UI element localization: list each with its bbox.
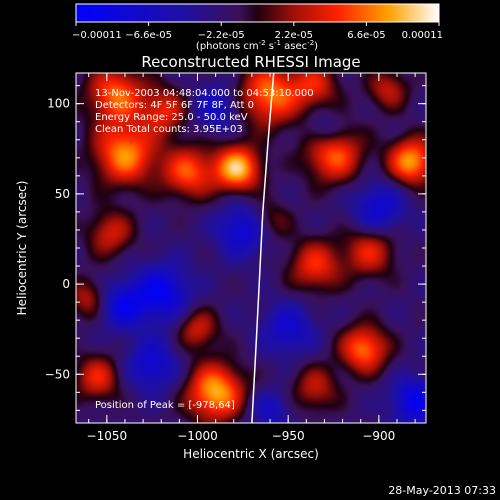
colorbar-unit: (photons cm-2 s-1 asec-2): [196, 39, 318, 52]
colorbar-tick-label: −6.6e-05: [125, 30, 172, 41]
colorbar: [75, 3, 440, 23]
solar-limb-line: [251, 73, 275, 423]
y-tick-label: 100: [47, 97, 70, 111]
x-tick-label: −1000: [177, 429, 218, 443]
colorbar-tick-label: −0.00011: [72, 30, 122, 41]
info-clean-counts: Clean Total counts: 3.95E+03: [95, 124, 243, 135]
x-axis-label: Heliocentric X (arcsec): [183, 447, 319, 461]
colorbar-tick-label: −2.2e-05: [198, 30, 245, 41]
y-tick-label: 0: [62, 277, 70, 291]
peak-position-label: Position of Peak = [-978,64]: [95, 400, 235, 411]
info-time-range: 13-Nov-2003 04:48:04.000 to 04:53:10.000: [95, 88, 314, 99]
observation-info: 13-Nov-2003 04:48:04.000 to 04:53:10.000…: [95, 88, 314, 135]
footer-date: 28-May-2013 07:33: [388, 484, 496, 497]
x-tick-label: −900: [362, 429, 395, 443]
colorbar-ticks: −0.00011 −6.6e-05 −2.2e-05 2.2e-05 6.6e-05 0.…: [72, 22, 443, 41]
colorbar-tick-label: 6.6e-05: [347, 30, 385, 41]
axis-ticks: −1050 −1000 −950 −900 100 50 0 −50: [45, 73, 426, 443]
x-tick-label: −950: [272, 429, 305, 443]
x-tick-label: −1050: [87, 429, 128, 443]
colorbar-tick-label: 2.2e-05: [275, 30, 313, 41]
y-axis-label: Heliocentric Y (arcsec): [15, 181, 29, 316]
info-detectors: Detectors: 4F 5F 6F 7F 8F, Att 0: [95, 100, 254, 111]
info-energy-range: Energy Range: 25.0 - 50.0 keV: [95, 112, 248, 123]
heatmap-image: [76, 73, 426, 423]
y-tick-label: 50: [55, 187, 70, 201]
colorbar-tick-label: 0.00011: [402, 30, 443, 41]
y-tick-label: −50: [45, 367, 70, 381]
chart-title: Reconstructed RHESSI Image: [141, 53, 360, 71]
